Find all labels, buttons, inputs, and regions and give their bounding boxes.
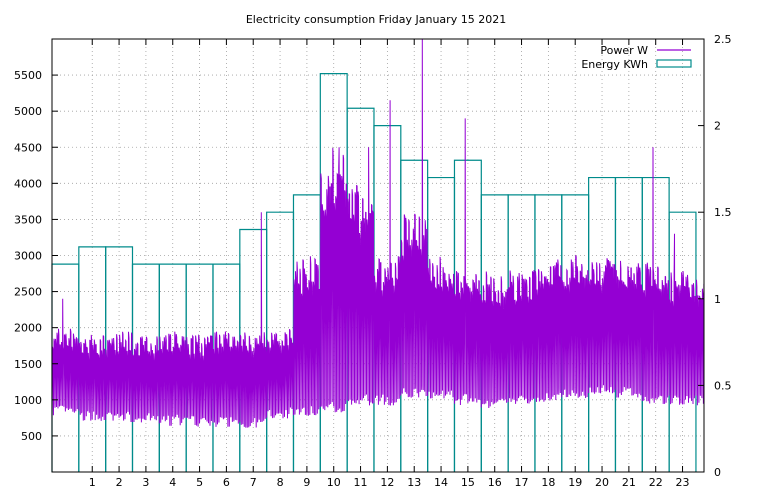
- y-tick-label: 3500: [14, 213, 42, 226]
- x-tick-label: 19: [568, 476, 582, 489]
- power-line: [51, 38, 705, 428]
- x-tick-label: 22: [649, 476, 663, 489]
- y2-tick-label: 2.5: [714, 33, 732, 46]
- x-tick-label: 7: [250, 476, 257, 489]
- y2-tick-label: 0: [714, 466, 721, 479]
- x-tick-label: 6: [223, 476, 230, 489]
- y2-tick-label: 0.5: [714, 379, 732, 392]
- x-tick-label: 20: [595, 476, 609, 489]
- x-tick-label: 13: [407, 476, 421, 489]
- x-tick-label: 4: [169, 476, 176, 489]
- y-tick-label: 2000: [14, 322, 42, 335]
- chart-title: Electricity consumption Friday January 1…: [246, 13, 506, 26]
- x-tick-label: 5: [196, 476, 203, 489]
- y2-tick-label: 1: [714, 293, 721, 306]
- y-tick-label: 1500: [14, 358, 42, 371]
- y2-tick-label: 1.5: [714, 206, 732, 219]
- x-tick-label: 11: [354, 476, 368, 489]
- x-tick-label: 17: [515, 476, 529, 489]
- y2-tick-label: 2: [714, 120, 721, 133]
- y-tick-label: 5000: [14, 105, 42, 118]
- y-tick-label: 1000: [14, 394, 42, 407]
- x-tick-label: 21: [622, 476, 636, 489]
- y-tick-label: 4500: [14, 141, 42, 154]
- x-tick-label: 16: [488, 476, 502, 489]
- x-tick-label: 14: [434, 476, 448, 489]
- y-tick-label: 5500: [14, 69, 42, 82]
- legend-label-power: Power W: [600, 44, 648, 57]
- legend-label-energy: Energy KWh: [581, 58, 648, 71]
- x-tick-label: 15: [461, 476, 475, 489]
- x-tick-label: 23: [676, 476, 690, 489]
- x-tick-label: 3: [142, 476, 149, 489]
- x-tick-label: 10: [327, 476, 341, 489]
- power-series: [51, 38, 705, 428]
- x-tick-label: 12: [380, 476, 394, 489]
- legend-swatch-energy: [656, 59, 692, 68]
- axes: 1 2 3 4 5 6 7 8 9 10 11 12 13 14 15 16 17 18 19 20 21 22 23500…: [14, 33, 732, 489]
- x-tick-label: 2: [116, 476, 123, 489]
- x-tick-label: 9: [303, 476, 310, 489]
- x-tick-label: 18: [541, 476, 555, 489]
- x-tick-label: 8: [277, 476, 284, 489]
- y-tick-label: 2500: [14, 286, 42, 299]
- x-tick-label: 1: [89, 476, 96, 489]
- y-tick-label: 4000: [14, 177, 42, 190]
- y-tick-label: 500: [21, 430, 42, 443]
- y-tick-label: 3000: [14, 250, 42, 263]
